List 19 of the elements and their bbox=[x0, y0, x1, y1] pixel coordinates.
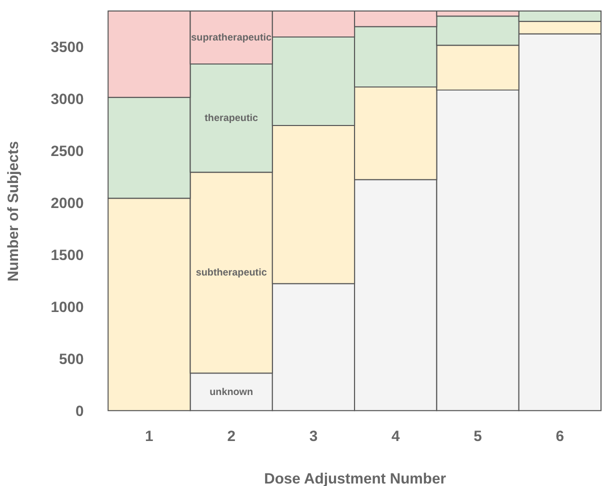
x-tick-label: 4 bbox=[392, 428, 400, 445]
series-label: therapeutic bbox=[204, 113, 259, 124]
y-tick-label: 3500 bbox=[50, 40, 84, 56]
x-tick-label: 6 bbox=[556, 428, 564, 445]
series-label: supratherapeutic bbox=[191, 32, 272, 44]
x-tick-label: 2 bbox=[227, 428, 236, 445]
y-tick-label: 2500 bbox=[50, 144, 84, 160]
y-tick-label: 2000 bbox=[50, 196, 84, 212]
series-label: subtherapeutic bbox=[196, 268, 268, 279]
x-tick-label: 3 bbox=[309, 428, 318, 445]
y-tick-label: 500 bbox=[59, 352, 84, 368]
x-tick-label: 5 bbox=[474, 428, 482, 445]
x-tick-label: 1 bbox=[145, 428, 154, 445]
y-axis-title: Number of Subjects bbox=[6, 141, 22, 282]
y-tick-label: 1000 bbox=[50, 300, 84, 316]
series-label: unknown bbox=[210, 386, 254, 398]
y-tick-label: 0 bbox=[76, 404, 84, 420]
y-tick-label: 1500 bbox=[50, 248, 84, 264]
y-tick-label: 3000 bbox=[50, 92, 84, 108]
